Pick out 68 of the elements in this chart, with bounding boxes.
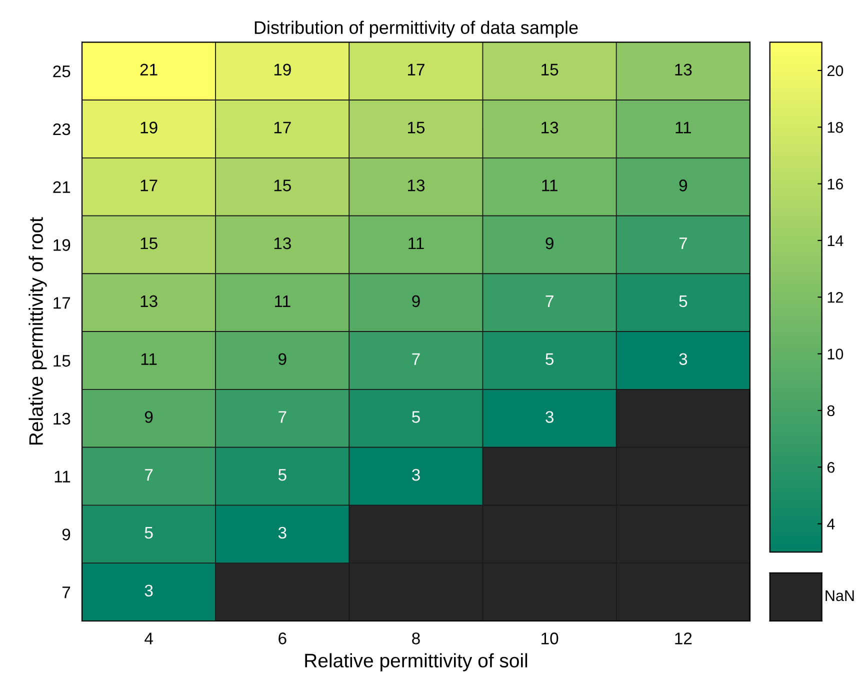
x-tick-label: 10: [542, 632, 558, 644]
data-label: 9: [679, 180, 688, 192]
y-tick-label: 9: [62, 528, 70, 540]
data-label: 21: [140, 64, 158, 76]
data-label: 11: [141, 353, 157, 365]
data-label: 11: [275, 295, 290, 307]
data-label: 15: [542, 64, 558, 76]
color-bar-label: 14: [828, 235, 844, 246]
data-label: 11: [542, 180, 558, 192]
color-bar-label: 16: [828, 178, 844, 190]
x-tick-label: 12: [675, 632, 692, 644]
y-tick-label: 13: [54, 412, 70, 425]
data-label: 13: [408, 180, 425, 192]
data-label: 15: [408, 122, 425, 134]
data-label: 17: [140, 180, 158, 192]
data-label: 5: [412, 411, 420, 423]
x-tick-label: 4: [144, 632, 153, 644]
chart-title: Distribution of permittivity of data sample: [254, 20, 578, 38]
y-tick-label: 7: [62, 586, 70, 598]
data-label: 5: [278, 469, 286, 481]
data-label: 9: [144, 411, 153, 423]
color-bar-label: 18: [828, 122, 844, 133]
color-bar-label: 10: [828, 348, 844, 360]
color-bar-label: 4: [827, 518, 835, 530]
data-label: 11: [408, 238, 424, 250]
x-tick-label: 6: [278, 632, 286, 644]
data-label: 11: [676, 122, 692, 134]
data-label: 13: [274, 237, 291, 250]
y-tick-label: 17: [54, 297, 70, 309]
data-label: 13: [542, 122, 558, 134]
data-label: 3: [546, 411, 554, 423]
data-label: 3: [278, 526, 286, 539]
data-label: 3: [412, 468, 420, 481]
data-label: 17: [408, 64, 424, 76]
data-label: 13: [140, 295, 158, 308]
data-label: 5: [144, 527, 153, 539]
data-label: 7: [679, 238, 687, 250]
y-tick-label: 15: [54, 355, 70, 367]
y-tick-label: 21: [53, 181, 70, 193]
data-label: 19: [274, 64, 291, 76]
data-label: 7: [546, 295, 554, 307]
color-bar-label: 8: [827, 405, 835, 416]
y-tick-label: 19: [54, 239, 70, 251]
color-bar-label: 6: [827, 462, 835, 473]
y-tick-label: 23: [53, 123, 70, 136]
data-label: 7: [278, 411, 286, 423]
data-label: 7: [412, 353, 420, 365]
y-tick-label: 11: [54, 470, 70, 482]
data-label: 5: [546, 353, 554, 365]
data-label: 17: [274, 122, 291, 134]
color-bar-label: 12: [828, 292, 843, 303]
data-label: 9: [546, 237, 554, 250]
data-label: 15: [274, 180, 291, 192]
x-axis-title: Relative permittivity of soil: [305, 653, 528, 672]
y-axis-title: Relative permittivity of root: [28, 217, 47, 445]
data-label: 3: [679, 353, 688, 365]
y-tick-label: 25: [53, 65, 70, 78]
x-tick-label: 8: [412, 632, 420, 644]
data-label: 7: [145, 469, 153, 481]
data-label: 13: [675, 64, 692, 76]
text: NaN: [826, 590, 854, 602]
data-label: 15: [140, 238, 158, 250]
data-label: 9: [412, 295, 420, 308]
data-label: 19: [140, 122, 158, 134]
data-label: 5: [679, 295, 688, 308]
data-label: 9: [278, 353, 286, 365]
data-label: 3: [144, 584, 153, 597]
color-bar-label: 20: [827, 65, 844, 76]
